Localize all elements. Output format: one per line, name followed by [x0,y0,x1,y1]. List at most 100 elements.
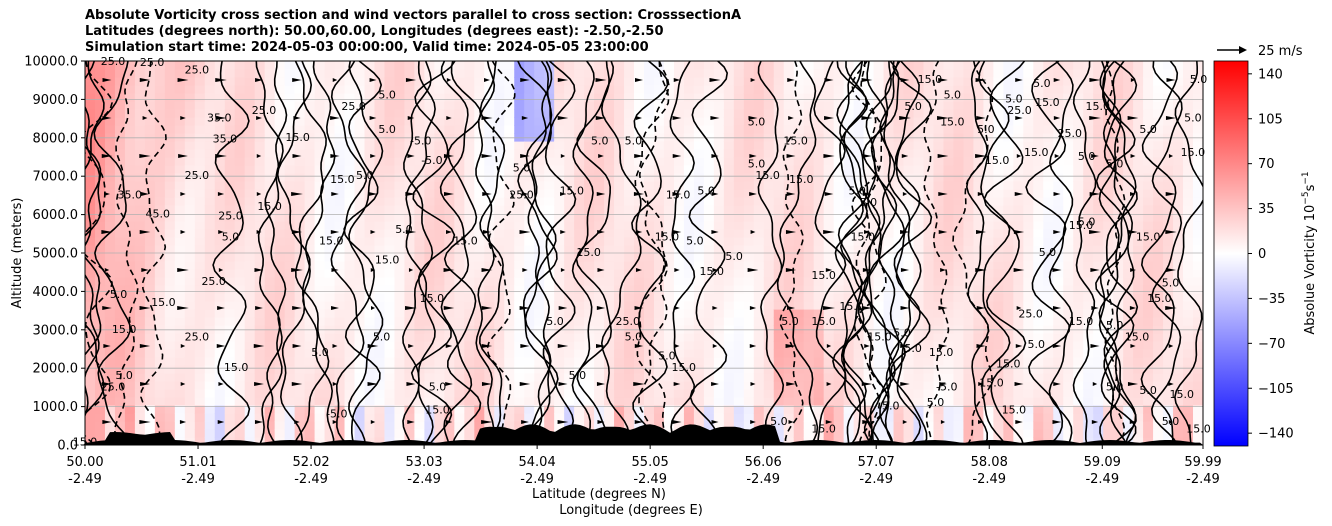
field-cell [753,229,765,238]
field-cell [104,381,116,390]
field-cell [693,229,705,238]
field-cell [883,245,895,254]
field-cell [304,301,316,310]
field-cell [763,173,775,182]
field-cell [464,165,475,174]
field-cell [653,301,665,310]
field-cell [873,349,885,358]
field-cell [124,77,136,86]
field-cell [813,85,825,94]
field-cell [693,381,705,390]
field-cell [364,173,376,182]
field-cell [584,269,595,278]
field-cell [404,301,416,310]
field-cell [334,197,346,206]
field-cell [164,117,176,126]
field-cell [1083,293,1094,302]
field-cell [154,61,166,70]
field-cell [913,221,925,230]
field-cell [174,421,186,430]
field-cell [853,133,865,142]
field-cell [1103,149,1114,158]
field-cell [374,101,386,110]
field-cell [963,381,975,390]
field-cell [933,277,945,286]
field-cell [1003,389,1014,398]
field-cell [1043,181,1054,190]
field-cell [504,173,515,182]
field-cell [574,61,585,70]
field-cell [274,309,286,318]
field-cell [444,69,455,78]
field-cell [853,229,865,238]
field-cell [294,301,306,310]
field-cell [973,173,984,182]
field-cell [284,165,296,174]
field-cell [184,221,196,230]
field-cell [833,109,845,118]
field-cell [514,93,525,102]
field-cell [1023,349,1034,358]
field-cell [813,421,825,430]
field-cell [184,85,196,94]
field-cell [124,221,136,230]
field-cell [753,85,765,94]
field-cell [274,277,286,286]
field-cell [184,405,196,414]
field-cell [454,109,465,118]
field-cell [234,77,246,86]
field-cell [624,181,635,190]
field-cell [703,405,715,414]
field-cell [753,277,765,286]
field-cell [853,349,865,358]
field-cell [604,309,615,318]
field-cell [194,269,206,278]
field-cell [324,173,336,182]
field-cell [504,261,515,270]
field-cell [773,277,785,286]
field-cell [813,141,825,150]
field-cell [963,141,975,150]
field-cell [1053,269,1064,278]
field-cell [94,157,106,166]
field-cell [1083,325,1094,334]
field-cell [803,213,815,222]
field-cell [1113,277,1124,286]
field-cell [733,261,745,270]
field-cell [653,421,665,430]
field-cell [574,85,585,94]
field-cell [214,125,226,134]
field-cell [124,69,136,78]
field-cell [893,197,905,206]
field-cell [184,181,196,190]
field-cell [234,189,246,198]
field-cell [753,405,765,414]
field-cell [753,245,765,254]
field-cell [1033,389,1044,398]
field-cell [154,133,166,142]
field-cell [434,189,445,198]
field-cell [524,205,535,214]
field-cell [634,181,645,190]
field-cell [863,389,875,398]
field-cell [484,61,495,70]
field-cell [574,253,585,262]
field-cell [234,253,246,262]
field-cell [843,149,855,158]
field-cell [923,317,935,326]
field-cell [644,293,655,302]
field-cell [544,317,555,326]
field-cell [524,253,535,262]
field-cell [244,429,256,438]
field-cell [933,117,945,126]
field-cell [544,85,555,94]
field-cell [224,197,236,206]
field-cell [943,253,955,262]
field-cell [773,93,785,102]
field-cell [144,93,156,102]
field-cell [534,365,545,374]
field-cell [673,261,685,270]
field-cell [1023,421,1034,430]
field-cell [783,421,795,430]
field-cell [793,141,805,150]
